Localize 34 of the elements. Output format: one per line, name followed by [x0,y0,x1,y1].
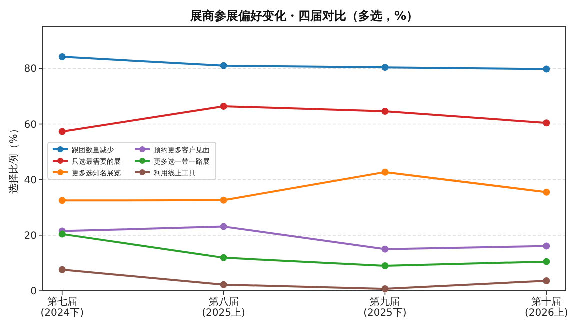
point [382,64,389,72]
point [220,102,228,110]
point [543,258,550,266]
y-axis-title: 选择比例（%） [8,124,20,194]
point [220,281,228,288]
point [543,242,550,250]
point [220,62,228,70]
x-tick-label: 第九届 (2025下) [364,296,407,319]
y-tick-label: 40 [24,175,37,186]
point [543,277,550,284]
x-tick-label: 第十届 (2026上) [524,296,568,319]
point [543,120,550,127]
y-tick-label: 0 [30,286,37,298]
point [543,66,550,73]
y-tick-label: 60 [24,120,37,131]
point [220,254,228,262]
point [220,196,228,204]
point [58,197,66,204]
point [58,266,66,274]
point [382,246,389,253]
x-tick-label: 第八届 (2025上) [202,296,246,319]
point [382,168,389,176]
point [58,54,66,61]
point [382,108,389,115]
y-tick-label: 20 [24,230,37,242]
point [543,188,550,196]
y-tick-label: 80 [24,64,37,76]
point [58,230,66,238]
point [220,223,228,230]
x-tick-label: 第七届 (2024下) [40,296,84,319]
point [382,286,389,293]
point [58,128,66,136]
point [382,262,389,270]
chart-title: 展商参展偏好变化・四届对比（多选，%） [189,9,419,23]
